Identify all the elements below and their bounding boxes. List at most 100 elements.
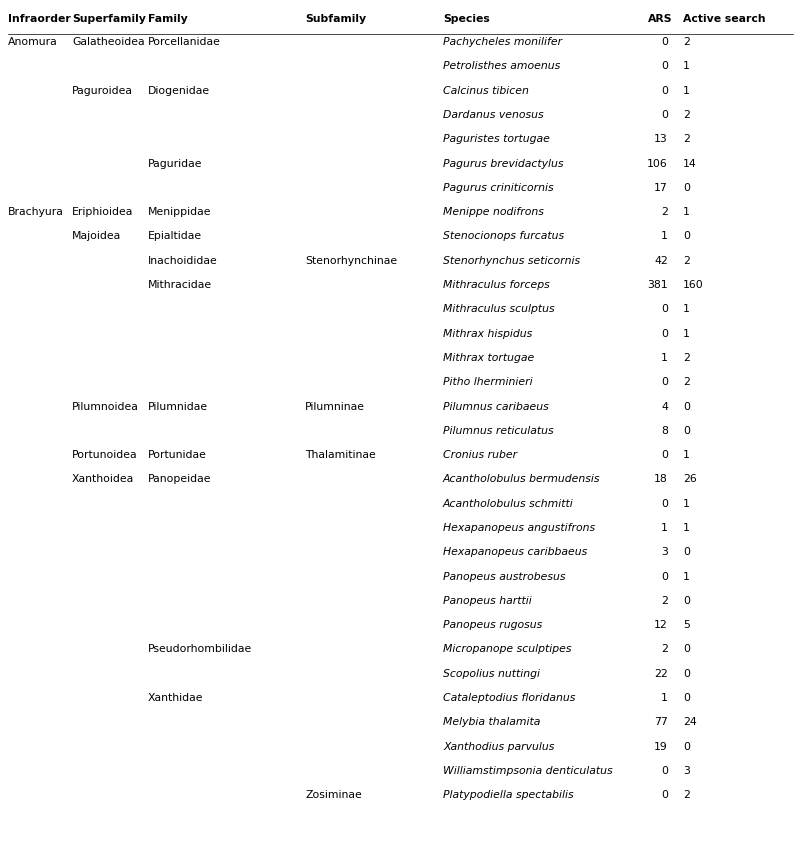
Text: 0: 0 (683, 547, 690, 558)
Text: 42: 42 (654, 256, 668, 266)
Text: 0: 0 (661, 499, 668, 508)
Text: 1: 1 (683, 86, 690, 95)
Text: 77: 77 (654, 717, 668, 728)
Text: 0: 0 (661, 766, 668, 776)
Text: Stenocionops furcatus: Stenocionops furcatus (443, 231, 564, 241)
Text: Active search: Active search (683, 14, 766, 24)
Text: Zosiminae: Zosiminae (305, 790, 362, 801)
Text: 2: 2 (661, 207, 668, 217)
Text: Paguroidea: Paguroidea (72, 86, 133, 95)
Text: 26: 26 (683, 474, 697, 484)
Text: Hexapanopeus angustifrons: Hexapanopeus angustifrons (443, 523, 595, 533)
Text: Brachyura: Brachyura (8, 207, 64, 217)
Text: Pitho lherminieri: Pitho lherminieri (443, 377, 533, 388)
Text: Eriphioidea: Eriphioidea (72, 207, 134, 217)
Text: 0: 0 (683, 231, 690, 241)
Text: Acantholobulus schmitti: Acantholobulus schmitti (443, 499, 574, 508)
Text: 2: 2 (683, 37, 690, 47)
Text: 1: 1 (683, 304, 690, 314)
Text: 0: 0 (661, 790, 668, 801)
Text: Paguristes tortugae: Paguristes tortugae (443, 134, 549, 145)
Text: 14: 14 (683, 158, 697, 168)
Text: 1: 1 (683, 450, 690, 460)
Text: Mithracidae: Mithracidae (148, 280, 212, 290)
Text: 3: 3 (683, 766, 690, 776)
Text: 2: 2 (683, 134, 690, 145)
Text: 2: 2 (661, 644, 668, 654)
Text: 1: 1 (661, 231, 668, 241)
Text: 0: 0 (661, 450, 668, 460)
Text: Family: Family (148, 14, 187, 24)
Text: 8: 8 (661, 426, 668, 436)
Text: Thalamitinae: Thalamitinae (305, 450, 376, 460)
Text: Porcellanidae: Porcellanidae (148, 37, 221, 47)
Text: Pilumnoidea: Pilumnoidea (72, 401, 139, 411)
Text: Anomura: Anomura (8, 37, 58, 47)
Text: Panopeus austrobesus: Panopeus austrobesus (443, 571, 566, 581)
Text: Subfamily: Subfamily (305, 14, 366, 24)
Text: 24: 24 (683, 717, 697, 728)
Text: Menippe nodifrons: Menippe nodifrons (443, 207, 544, 217)
Text: 1: 1 (683, 61, 690, 71)
Text: Pagurus criniticornis: Pagurus criniticornis (443, 183, 553, 193)
Text: 12: 12 (654, 620, 668, 630)
Text: Acantholobulus bermudensis: Acantholobulus bermudensis (443, 474, 601, 484)
Text: Pachycheles monilifer: Pachycheles monilifer (443, 37, 562, 47)
Text: Diogenidae: Diogenidae (148, 86, 210, 95)
Text: 1: 1 (683, 207, 690, 217)
Text: 1: 1 (683, 571, 690, 581)
Text: 3: 3 (661, 547, 668, 558)
Text: 0: 0 (683, 644, 690, 654)
Text: Species: Species (443, 14, 489, 24)
Text: Portunidae: Portunidae (148, 450, 207, 460)
Text: Pseudorhombilidae: Pseudorhombilidae (148, 644, 252, 654)
Text: 0: 0 (683, 669, 690, 679)
Text: 0: 0 (661, 304, 668, 314)
Text: 160: 160 (683, 280, 704, 290)
Text: 0: 0 (661, 329, 668, 338)
Text: 1: 1 (661, 523, 668, 533)
Text: 0: 0 (661, 571, 668, 581)
Text: 1: 1 (683, 499, 690, 508)
Text: 0: 0 (683, 183, 690, 193)
Text: Paguridae: Paguridae (148, 158, 203, 168)
Text: Xanthodius parvulus: Xanthodius parvulus (443, 742, 554, 751)
Text: Pilumnus caribaeus: Pilumnus caribaeus (443, 401, 549, 411)
Text: 13: 13 (654, 134, 668, 145)
Text: 0: 0 (661, 377, 668, 388)
Text: Inachoididae: Inachoididae (148, 256, 218, 266)
Text: Cronius ruber: Cronius ruber (443, 450, 517, 460)
Text: Mithraculus sculptus: Mithraculus sculptus (443, 304, 554, 314)
Text: Galatheoidea: Galatheoidea (72, 37, 145, 47)
Text: 0: 0 (683, 742, 690, 751)
Text: 0: 0 (683, 426, 690, 436)
Text: Portunoidea: Portunoidea (72, 450, 138, 460)
Text: 17: 17 (654, 183, 668, 193)
Text: Scopolius nuttingi: Scopolius nuttingi (443, 669, 540, 679)
Text: 4: 4 (661, 401, 668, 411)
Text: Dardanus venosus: Dardanus venosus (443, 110, 544, 120)
Text: 22: 22 (654, 669, 668, 679)
Text: 0: 0 (661, 37, 668, 47)
Text: Superfamily: Superfamily (72, 14, 146, 24)
Text: 381: 381 (647, 280, 668, 290)
Text: 0: 0 (661, 110, 668, 120)
Text: Xanthidae: Xanthidae (148, 693, 203, 703)
Text: 18: 18 (654, 474, 668, 484)
Text: 2: 2 (683, 377, 690, 388)
Text: 2: 2 (683, 353, 690, 363)
Text: Panopeus rugosus: Panopeus rugosus (443, 620, 542, 630)
Text: Epialtidae: Epialtidae (148, 231, 202, 241)
Text: Calcinus tibicen: Calcinus tibicen (443, 86, 529, 95)
Text: Pilumnidae: Pilumnidae (148, 401, 208, 411)
Text: ARS: ARS (648, 14, 673, 24)
Text: Majoidea: Majoidea (72, 231, 121, 241)
Text: Mithrax tortugae: Mithrax tortugae (443, 353, 534, 363)
Text: Hexapanopeus caribbaeus: Hexapanopeus caribbaeus (443, 547, 587, 558)
Text: Infraorder: Infraorder (8, 14, 70, 24)
Text: 0: 0 (661, 86, 668, 95)
Text: Pilumnus reticulatus: Pilumnus reticulatus (443, 426, 553, 436)
Text: Melybia thalamita: Melybia thalamita (443, 717, 541, 728)
Text: Pagurus brevidactylus: Pagurus brevidactylus (443, 158, 563, 168)
Text: 2: 2 (683, 256, 690, 266)
